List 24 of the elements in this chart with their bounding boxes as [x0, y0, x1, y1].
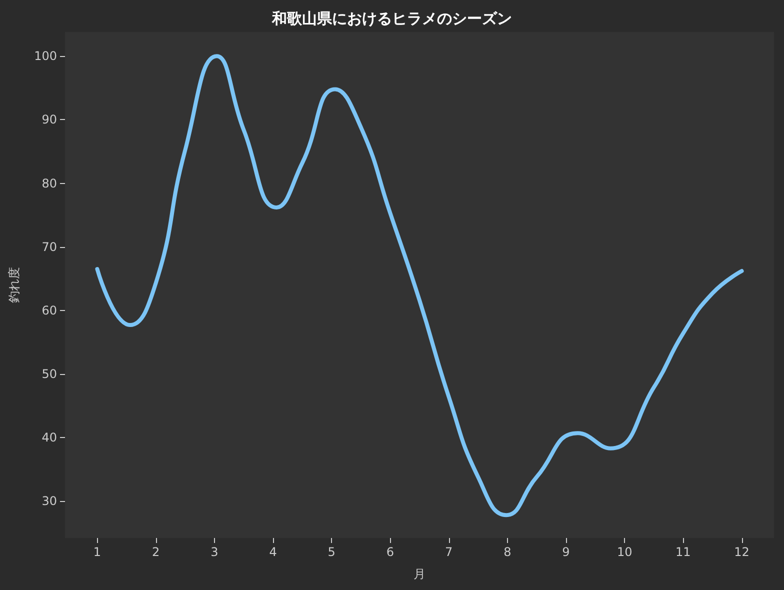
x-tick-label: 6	[386, 545, 394, 559]
x-tick-label: 9	[562, 545, 570, 559]
y-tick-label: 70	[42, 240, 57, 254]
x-tick-label: 5	[328, 545, 336, 559]
x-tick-label: 12	[734, 545, 750, 559]
line-series	[95, 54, 744, 518]
x-tick-label: 7	[444, 545, 453, 559]
x-tick-label: 10	[616, 545, 632, 559]
x-axis-title: 月	[414, 567, 426, 581]
x-tick-label: 8	[504, 545, 512, 559]
x-tick-label: 1	[93, 545, 102, 559]
y-tick-label: 50	[42, 366, 57, 381]
chart-title: 和歌山県におけるヒラメのシーズン	[271, 10, 512, 28]
y-tick-label: 60	[42, 303, 57, 318]
y-tick-label: 30	[42, 494, 57, 508]
x-tick-label: 11	[676, 545, 691, 559]
y-tick-label: 80	[42, 176, 57, 190]
y-axis-title: 釣れ度	[7, 267, 21, 303]
x-tick-label: 4	[269, 545, 277, 559]
y-tick-label: 100	[34, 49, 57, 64]
y-tick-label: 90	[42, 112, 57, 127]
x-tick-label: 3	[210, 545, 218, 559]
x-tick-label: 2	[152, 545, 160, 559]
y-tick-label: 40	[42, 430, 57, 445]
